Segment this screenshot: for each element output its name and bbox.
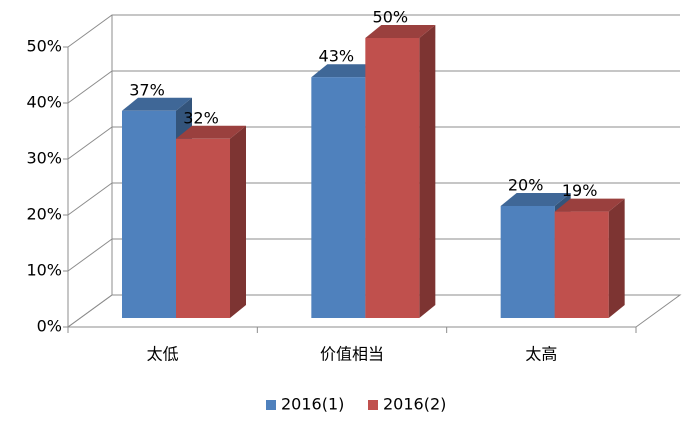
data-label: 20% — [508, 176, 544, 195]
y-tick-label: 20% — [26, 205, 62, 224]
y-tick-label: 30% — [26, 149, 62, 168]
bar — [176, 138, 230, 318]
data-label: 50% — [373, 8, 409, 27]
y-tick-label: 10% — [26, 261, 62, 280]
data-label: 37% — [129, 80, 165, 99]
data-label: 19% — [562, 181, 598, 200]
data-label: 32% — [183, 108, 219, 127]
data-label: 43% — [319, 47, 355, 66]
bar — [554, 211, 609, 318]
bar — [365, 38, 420, 318]
legend-label: 2016(2) — [383, 395, 446, 414]
bar — [122, 110, 176, 318]
bar-top — [365, 25, 436, 38]
bar — [311, 77, 366, 318]
legend-swatch — [368, 400, 378, 410]
x-tick-label: 价值相当 — [320, 345, 384, 364]
legend-swatch — [266, 400, 276, 410]
bar — [500, 206, 555, 318]
bar-top — [500, 193, 571, 206]
legend-label: 2016(1) — [281, 395, 344, 414]
bar-side — [608, 198, 625, 318]
bar-top — [554, 198, 625, 212]
y-tick-label: 40% — [26, 93, 62, 112]
bar-side — [419, 25, 436, 318]
bar-top — [311, 64, 382, 78]
y-tick-label: 50% — [26, 37, 62, 56]
bar-top — [122, 97, 192, 111]
bar-top — [176, 125, 246, 139]
x-tick-label: 太低 — [147, 345, 179, 364]
x-tick-label: 太高 — [525, 345, 557, 364]
bar-side — [230, 125, 246, 318]
y-tick-label: 0% — [37, 317, 62, 336]
